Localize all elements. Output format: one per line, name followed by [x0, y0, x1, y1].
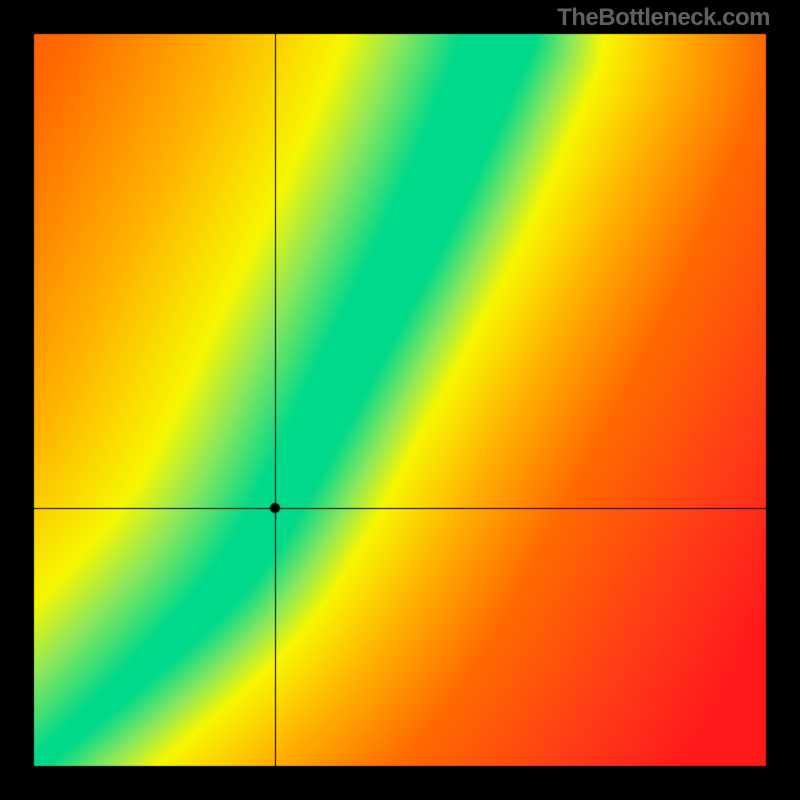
chart-container: TheBottleneck.com — [0, 0, 800, 800]
heatmap-canvas — [0, 0, 800, 800]
watermark-text: TheBottleneck.com — [557, 4, 770, 32]
